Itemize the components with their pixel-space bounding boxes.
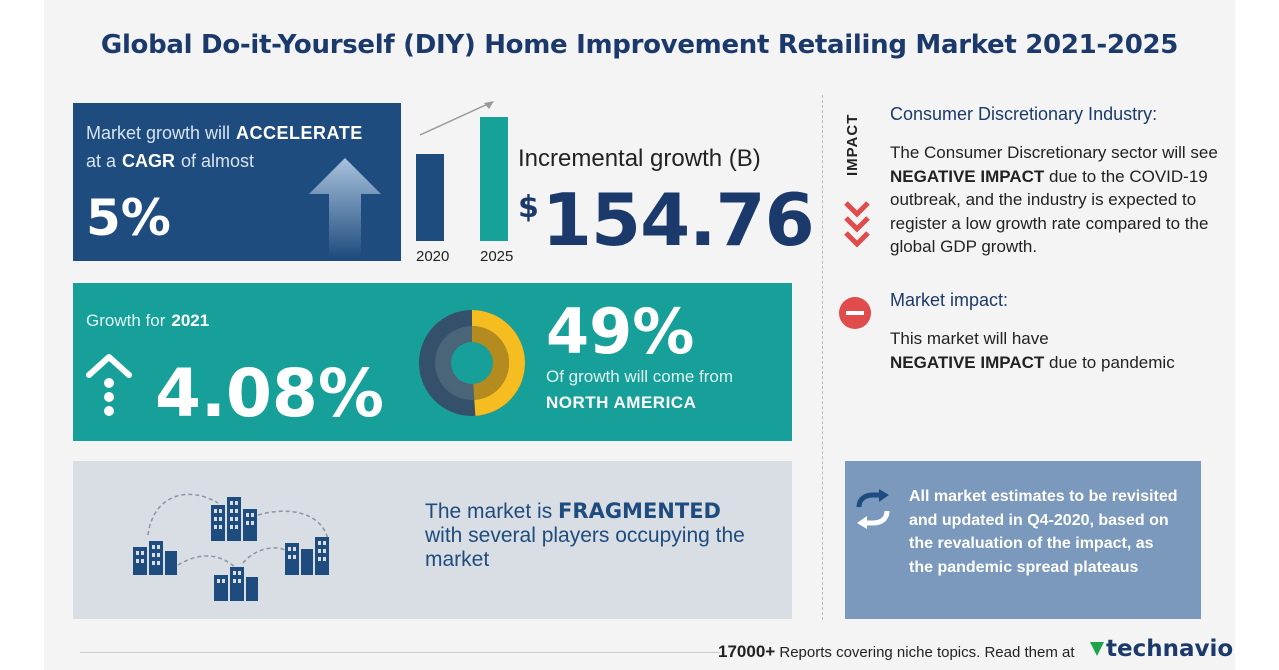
fragmented-prefix: The market is <box>425 500 553 523</box>
logo-mark-icon <box>1090 642 1104 656</box>
arrow-up-icon <box>309 158 381 258</box>
accelerate-label: ACCELERATE <box>236 123 363 143</box>
industry-title: Consumer Discretionary Industry: <box>890 104 1158 124</box>
region-share-text: Of growth will come from <box>546 367 734 386</box>
region-share-value: 49% <box>546 295 695 368</box>
column-divider <box>822 95 823 620</box>
industry-text: The Consumer Discretionary sector will s… <box>890 141 1230 259</box>
industry-text-1: The Consumer Discretionary sector will s… <box>890 143 1218 162</box>
chevrons-down-icon <box>844 201 870 248</box>
incremental-amount: 154.76 <box>541 178 815 262</box>
impact-label-text: IMPACT <box>844 113 861 176</box>
market-impact-title: Market impact: <box>890 290 1009 310</box>
cagr-panel: Market growth will ACCELERATE at a CAGR of … <box>73 103 401 261</box>
refresh-icon <box>856 489 890 529</box>
incremental-growth-label: Incremental growth (B) <box>518 145 761 172</box>
cagr-label: CAGR <box>122 151 176 171</box>
cagr-line-1-text: Market growth will <box>86 123 231 143</box>
impact-vertical-label: IMPACT <box>844 108 864 178</box>
bar-2020 <box>416 154 444 241</box>
currency-symbol: $ <box>518 190 539 225</box>
market-negative-label: NEGATIVE IMPACT <box>890 352 1045 372</box>
trend-arrow-icon <box>419 101 494 136</box>
cagr-line-2-prefix: at a <box>86 151 117 171</box>
logo-text: technavio <box>1106 636 1234 662</box>
page-title: Global Do-it-Yourself (DIY) Home Improve… <box>100 30 1179 60</box>
estimates-note-text: All market estimates to be revisited and… <box>909 488 1178 576</box>
fragmented-panel: The market is FRAGMENTED with several pl… <box>73 461 792 619</box>
cagr-line-1: Market growth will ACCELERATE <box>86 123 363 144</box>
buildings-icon <box>133 493 329 601</box>
cagr-value: 5% <box>86 189 171 247</box>
fragmented-label: FRAGMENTED <box>558 499 721 523</box>
cagr-line-2: at a CAGR of almost <box>86 151 254 172</box>
growth-for-label: Growth for <box>86 311 166 330</box>
footer-divider <box>80 652 720 653</box>
minus-circle-icon <box>839 297 871 329</box>
technavio-logo[interactable]: technavio <box>1090 636 1233 662</box>
market-impact-text: This market will have NEGATIVE IMPACT du… <box>890 327 1220 374</box>
footer-caption: Reports covering niche topics. Read them… <box>779 644 1075 661</box>
report-count: 17000+ <box>718 642 776 661</box>
bar-2025 <box>480 117 508 241</box>
growth-2021-panel: Growth for 2021 4.08% 49% Of growth will … <box>73 283 792 441</box>
bar-label-2025: 2025 <box>480 248 514 265</box>
market-impact-text-1: This market will have <box>890 329 1049 348</box>
bar-label-2020: 2020 <box>416 248 450 265</box>
incremental-growth-value: $154.76 <box>518 178 815 262</box>
dotted-arrow-icon <box>86 354 132 416</box>
market-impact-text-2: due to pandemic <box>1049 352 1175 372</box>
cagr-line-2-suffix: of almost <box>181 151 255 171</box>
growth-year-line: Growth for 2021 <box>86 311 209 331</box>
fragmented-suffix: with several players occupying the marke… <box>425 524 745 571</box>
footer-text: 17000+ Reports covering niche topics. Re… <box>718 642 1075 662</box>
industry-negative-label: NEGATIVE IMPACT <box>890 166 1045 186</box>
growth-2021-value: 4.08% <box>155 355 384 432</box>
region-donut-chart <box>419 310 525 416</box>
fragmented-text: The market is FRAGMENTED with several pl… <box>425 499 785 572</box>
estimates-note-panel: All market estimates to be revisited and… <box>845 461 1201 619</box>
industry-text-2: due to the COVID-19 outbreak, and the in… <box>890 166 1209 257</box>
incremental-bar-chart: 2020 2025 <box>412 97 522 267</box>
region-name: NORTH AMERICA <box>546 393 697 412</box>
growth-year: 2021 <box>171 311 210 330</box>
